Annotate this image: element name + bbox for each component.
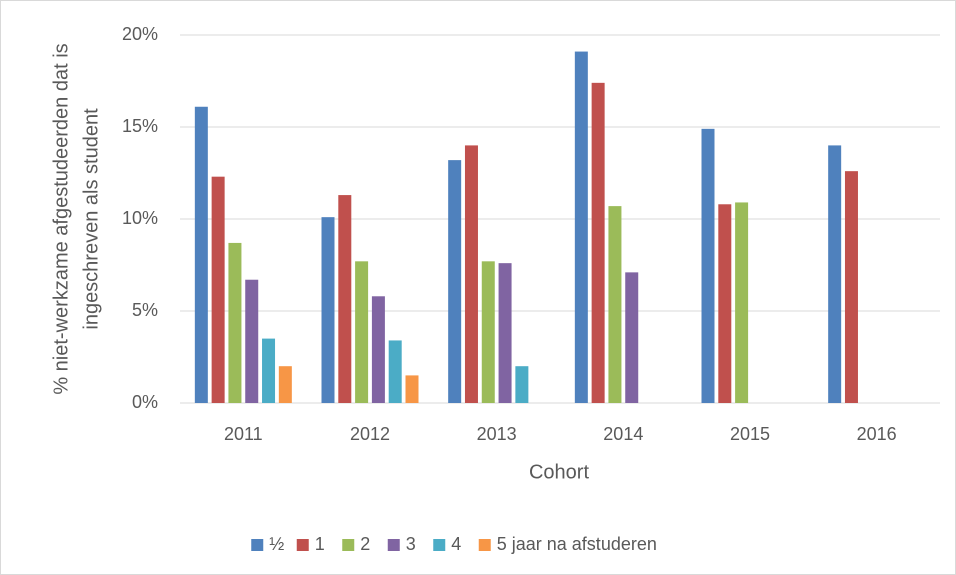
bar bbox=[574, 51, 588, 404]
bar bbox=[211, 176, 225, 403]
legend-swatch bbox=[387, 539, 400, 551]
bar bbox=[625, 272, 639, 403]
y-axis-title-line: % niet-werkzame afgestudeerden dat is bbox=[50, 43, 72, 394]
legend-label: 5 jaar na afstuderen bbox=[497, 534, 657, 554]
bar bbox=[371, 296, 385, 403]
y-axis-title-line: ingeschreven als student bbox=[80, 108, 102, 330]
x-axis-title: Cohort bbox=[529, 461, 589, 483]
y-tick-label: 0% bbox=[132, 392, 158, 412]
y-axis-title: % niet-werkzame afgestudeerden dat is in… bbox=[50, 43, 102, 394]
bar bbox=[405, 375, 419, 403]
bar bbox=[338, 195, 352, 403]
bar bbox=[245, 279, 259, 403]
bar bbox=[844, 171, 858, 403]
bar bbox=[228, 242, 242, 403]
legend-swatch bbox=[478, 539, 491, 551]
legend-label: 1 bbox=[315, 534, 325, 554]
bar bbox=[355, 261, 369, 403]
bar bbox=[388, 340, 402, 403]
legend-swatch bbox=[433, 539, 446, 551]
legend-swatch bbox=[296, 539, 309, 551]
bar bbox=[481, 261, 495, 403]
legend-label: 2 bbox=[360, 534, 370, 554]
bar bbox=[448, 160, 462, 403]
bar bbox=[278, 366, 292, 403]
bar bbox=[321, 217, 335, 403]
legend-label: 3 bbox=[406, 534, 416, 554]
x-tick-label: 2011 bbox=[224, 424, 263, 444]
bar bbox=[701, 128, 715, 403]
bar bbox=[735, 202, 749, 403]
y-tick-label: 15% bbox=[122, 116, 158, 136]
legend-label: 4 bbox=[451, 534, 461, 554]
bar bbox=[608, 206, 622, 403]
bar bbox=[464, 145, 478, 403]
bar bbox=[262, 338, 276, 403]
bar bbox=[828, 145, 842, 403]
bar bbox=[515, 366, 529, 403]
x-tick-label: 2016 bbox=[857, 424, 897, 444]
x-tick-label: 2015 bbox=[730, 424, 770, 444]
legend-swatch bbox=[342, 539, 355, 551]
y-tick-label: 10% bbox=[122, 208, 158, 228]
x-tick-label: 2014 bbox=[603, 424, 643, 444]
bar bbox=[498, 263, 512, 403]
x-tick-label: 2013 bbox=[477, 424, 517, 444]
legend-swatch bbox=[251, 539, 264, 551]
x-tick-label: 2012 bbox=[350, 424, 390, 444]
y-tick-label: 5% bbox=[132, 300, 158, 320]
bar bbox=[591, 82, 605, 403]
legend-label: ½ bbox=[269, 534, 284, 554]
y-tick-label: 20% bbox=[122, 24, 158, 44]
bar bbox=[718, 204, 732, 403]
bar bbox=[194, 106, 208, 403]
